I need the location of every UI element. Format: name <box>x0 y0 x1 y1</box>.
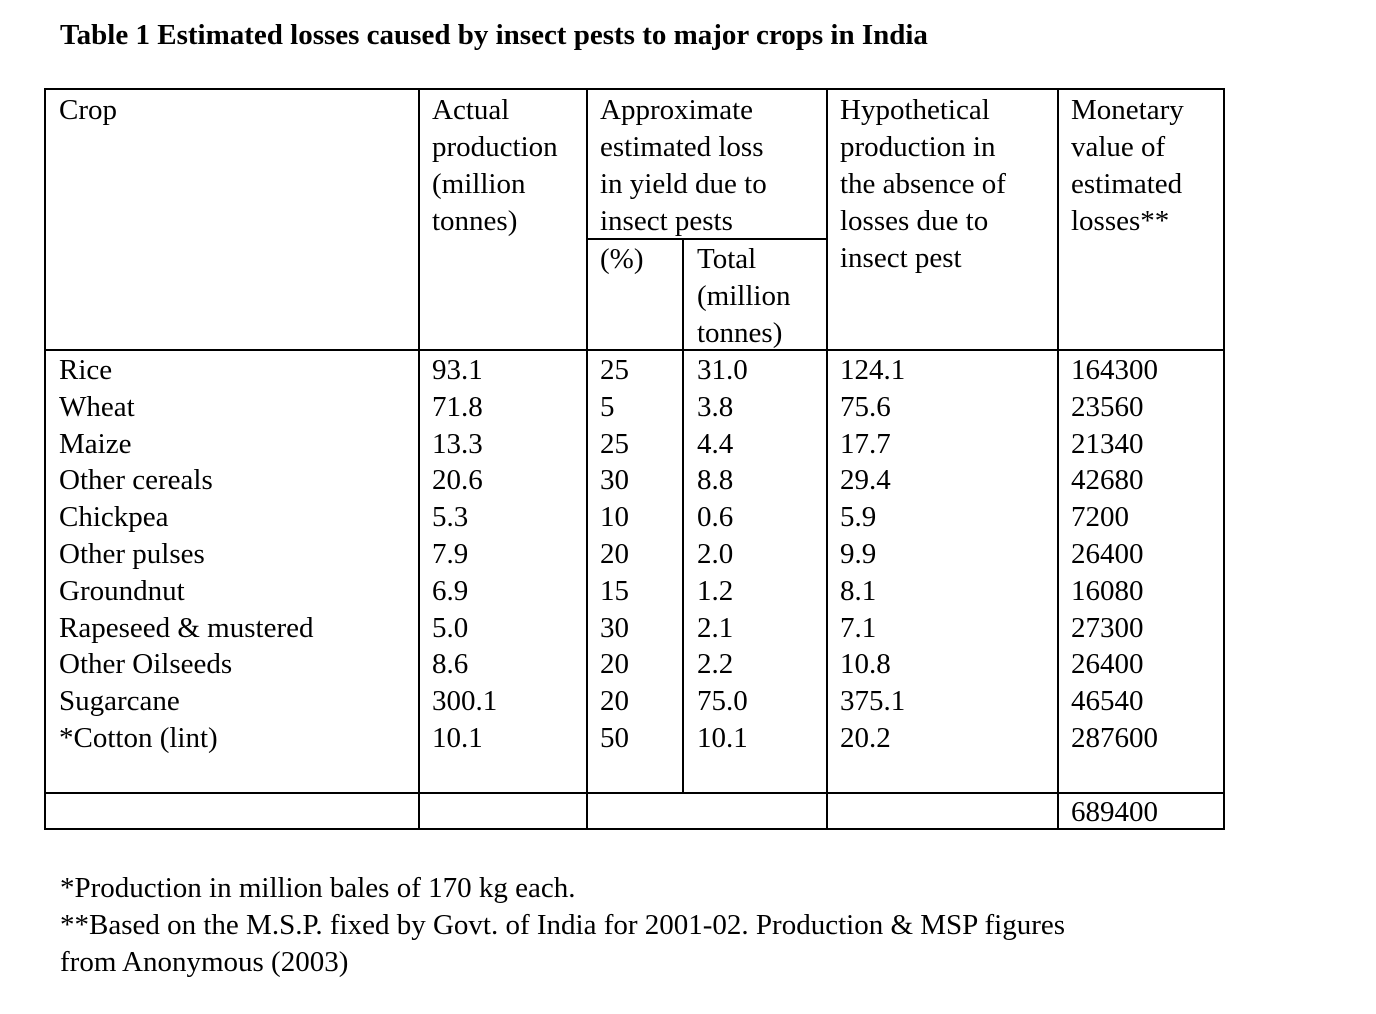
actual-cell: 7.9 <box>432 537 469 570</box>
pct-cell: 20 <box>600 537 629 570</box>
hypo-cell: 9.9 <box>840 537 877 570</box>
total-cell: 10.1 <box>697 721 748 754</box>
crop-cell: Maize <box>59 427 132 460</box>
monetary-cell: 287600 <box>1071 721 1158 754</box>
crop-column: Rice Wheat Maize Other cereals Chickpea … <box>59 352 313 757</box>
crop-cell: Wheat <box>59 390 135 423</box>
total-row-divider <box>46 792 1223 794</box>
crop-cell: Rapeseed & mustered <box>59 611 314 644</box>
hypo-cell: 29.4 <box>840 464 891 497</box>
col-divider-total <box>682 238 684 793</box>
total-monetary-value: 689400 <box>1071 796 1158 828</box>
col-divider-monetary <box>1057 90 1059 828</box>
subheader-divider <box>588 238 826 240</box>
total-cell: 2.1 <box>697 611 734 644</box>
actual-cell: 71.8 <box>432 390 483 423</box>
footnotes: *Production in million bales of 170 kg e… <box>60 870 1065 981</box>
hypothetical-column: 124.1 75.6 17.7 29.4 5.9 9.9 8.1 7.1 10.… <box>840 352 905 757</box>
total-cell: 1.2 <box>697 574 734 607</box>
crop-cell: Other Oilseeds <box>59 648 233 681</box>
pct-cell: 20 <box>600 648 629 681</box>
hypo-cell: 124.1 <box>840 354 906 386</box>
monetary-cell: 23560 <box>1071 390 1144 423</box>
col-divider-approx <box>586 90 588 828</box>
pct-cell: 20 <box>600 685 629 718</box>
monetary-cell: 26400 <box>1071 537 1144 570</box>
header-approx: Approximate estimated loss in yield due … <box>600 94 767 237</box>
pct-cell: 30 <box>600 464 629 497</box>
monetary-cell: 16080 <box>1071 574 1144 607</box>
crop-cell: Chickpea <box>59 501 169 534</box>
footnote-cotton: *Production in million bales of 170 kg e… <box>60 872 576 904</box>
crop-cell: *Cotton (lint) <box>59 721 218 754</box>
hypo-cell: 8.1 <box>840 574 877 607</box>
actual-cell: 5.3 <box>432 501 469 534</box>
pct-cell: 10 <box>600 501 629 534</box>
col-divider-hypo <box>826 90 828 828</box>
header-hypothetical: Hypothetical production in the absence o… <box>840 94 1006 274</box>
total-cell: 8.8 <box>697 464 734 497</box>
header-actual: Actual production (million tonnes) <box>432 94 558 237</box>
actual-cell: 10.1 <box>432 721 483 754</box>
footnote-source: from Anonymous (2003) <box>60 946 349 978</box>
actual-cell: 300.1 <box>432 685 498 718</box>
actual-cell: 5.0 <box>432 611 469 644</box>
monetary-cell: 164300 <box>1071 354 1158 386</box>
total-cell: 75.0 <box>697 685 748 718</box>
total-cell: 4.4 <box>697 427 734 460</box>
pct-cell: 25 <box>600 354 629 386</box>
hypo-cell: 5.9 <box>840 501 877 534</box>
crop-cell: Groundnut <box>59 574 185 607</box>
header-divider <box>46 349 1223 351</box>
header-monetary: Monetary value of estimated losses** <box>1071 94 1184 237</box>
total-cell: 31.0 <box>697 354 748 386</box>
monetary-cell: 26400 <box>1071 648 1144 681</box>
actual-cell: 6.9 <box>432 574 469 607</box>
hypo-cell: 75.6 <box>840 390 891 423</box>
header-total: Total (million tonnes) <box>697 243 791 349</box>
monetary-cell: 21340 <box>1071 427 1144 460</box>
crop-cell: Sugarcane <box>59 685 180 718</box>
actual-cell: 13.3 <box>432 427 483 460</box>
crop-cell: Other cereals <box>59 464 213 497</box>
table-title: Table 1 Estimated losses caused by insec… <box>60 19 928 51</box>
col-divider-actual <box>418 90 420 828</box>
header-crop: Crop <box>59 94 117 126</box>
hypo-cell: 17.7 <box>840 427 891 460</box>
header-pct: (%) <box>600 243 644 275</box>
footnote-msp: **Based on the M.S.P. fixed by Govt. of … <box>60 909 1066 941</box>
actual-column: 93.1 71.8 13.3 20.6 5.3 7.9 6.9 5.0 8.6 … <box>432 352 497 757</box>
pct-column: 25 5 25 30 10 20 15 30 20 20 50 <box>600 352 629 757</box>
monetary-cell: 46540 <box>1071 685 1144 718</box>
total-cell: 3.8 <box>697 390 734 423</box>
pct-cell: 5 <box>600 390 615 423</box>
hypo-cell: 10.8 <box>840 648 891 681</box>
monetary-column: 164300 23560 21340 42680 7200 26400 1608… <box>1071 352 1158 757</box>
total-cell: 2.2 <box>697 648 734 681</box>
total-cell: 2.0 <box>697 537 734 570</box>
monetary-cell: 27300 <box>1071 611 1144 644</box>
pct-cell: 30 <box>600 611 629 644</box>
hypo-cell: 375.1 <box>840 685 906 718</box>
monetary-cell: 7200 <box>1071 501 1129 534</box>
monetary-cell: 42680 <box>1071 464 1144 497</box>
actual-cell: 20.6 <box>432 464 483 497</box>
total-column: 31.0 3.8 4.4 8.8 0.6 2.0 1.2 2.1 2.2 75.… <box>697 352 748 757</box>
pct-cell: 25 <box>600 427 629 460</box>
crop-cell: Rice <box>59 354 113 386</box>
crop-loss-table: Crop Actual production (million tonnes) … <box>44 88 1225 830</box>
actual-cell: 93.1 <box>432 354 483 386</box>
pct-cell: 50 <box>600 721 629 754</box>
pct-cell: 15 <box>600 574 629 607</box>
hypo-cell: 7.1 <box>840 611 877 644</box>
total-cell: 0.6 <box>697 501 734 534</box>
actual-cell: 8.6 <box>432 648 469 681</box>
hypo-cell: 20.2 <box>840 721 891 754</box>
crop-cell: Other pulses <box>59 537 205 570</box>
